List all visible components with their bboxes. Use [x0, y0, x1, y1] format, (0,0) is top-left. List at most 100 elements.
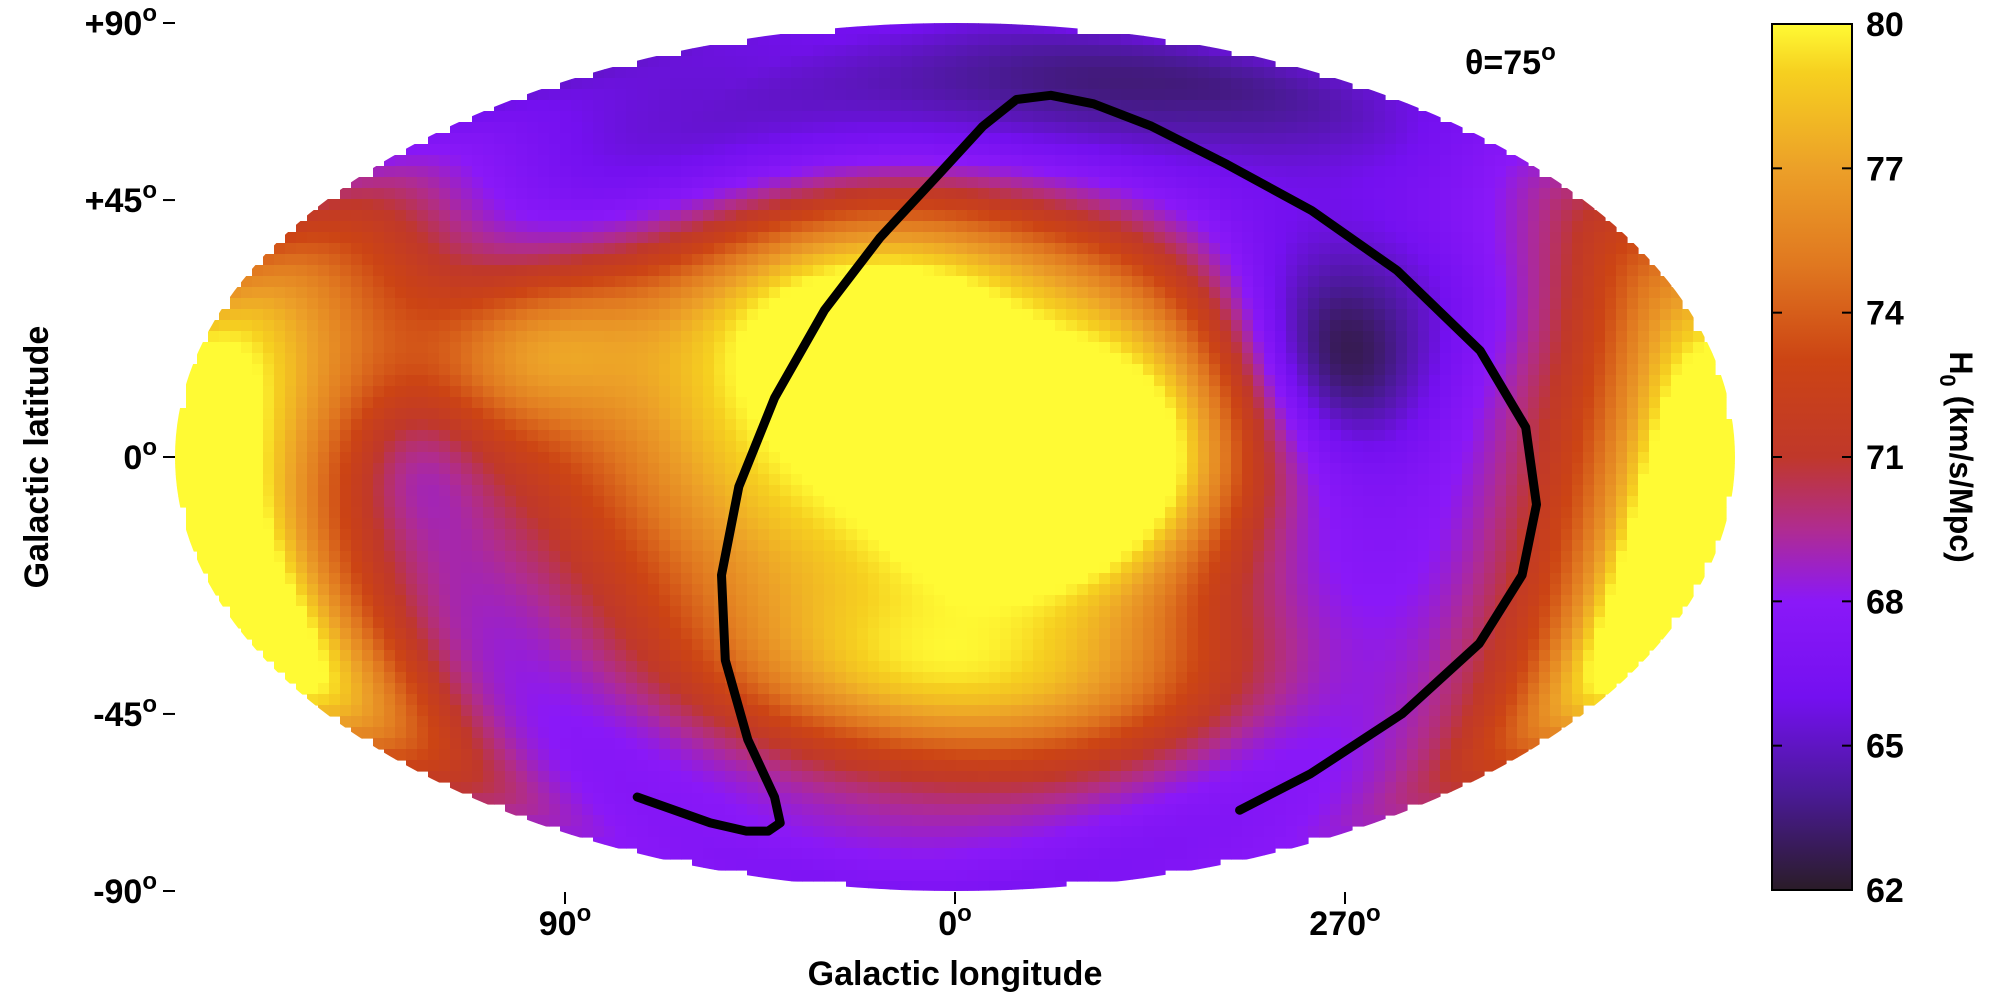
heatmap-cell: [1286, 210, 1298, 222]
heatmap-cell: [1682, 408, 1694, 420]
heatmap-cell: [1099, 243, 1111, 255]
heatmap-cell: [538, 221, 550, 233]
heatmap-cell: [868, 232, 880, 244]
heatmap-cell: [956, 243, 968, 255]
heatmap-cell: [208, 375, 220, 387]
heatmap-cell: [1495, 188, 1507, 200]
heatmap-cell: [1429, 331, 1441, 343]
heatmap-cell: [549, 298, 561, 310]
heatmap-cell: [1033, 111, 1045, 123]
heatmap-cell: [692, 364, 704, 376]
heatmap-cell: [758, 452, 770, 464]
heatmap-cell: [1550, 309, 1562, 321]
heatmap-cell: [659, 397, 671, 409]
heatmap-cell: [967, 430, 979, 442]
heatmap-cell: [1066, 353, 1078, 365]
heatmap-cell: [890, 34, 902, 46]
heatmap-cell: [1440, 144, 1452, 156]
heatmap-cell: [945, 430, 957, 442]
heatmap-cell: [670, 254, 682, 266]
heatmap-cell: [1594, 243, 1606, 255]
heatmap-cell: [549, 221, 561, 233]
heatmap-cell: [593, 177, 605, 189]
heatmap-cell: [934, 155, 946, 167]
heatmap-cell: [1660, 287, 1672, 299]
heatmap-cell: [1462, 463, 1474, 475]
heatmap-cell: [1341, 463, 1353, 475]
heatmap-cell: [791, 320, 803, 332]
heatmap-cell: [1220, 67, 1232, 79]
heatmap-cell: [1495, 463, 1507, 475]
heatmap-cell: [1550, 485, 1562, 497]
heatmap-cell: [1407, 320, 1419, 332]
heatmap-cell: [527, 375, 539, 387]
heatmap-cell: [1517, 276, 1529, 288]
heatmap-cell: [758, 199, 770, 211]
heatmap-cell: [1110, 408, 1122, 420]
heatmap-cell: [1660, 386, 1672, 398]
heatmap-cell: [362, 331, 374, 343]
heatmap-cell: [846, 320, 858, 332]
heatmap-cell: [1099, 331, 1111, 343]
heatmap-cell: [1011, 375, 1023, 387]
heatmap-cell: [769, 133, 781, 145]
heatmap-cell: [1099, 221, 1111, 233]
heatmap-cell: [1242, 122, 1254, 134]
heatmap-cell: [637, 78, 649, 90]
heatmap-cell: [1022, 430, 1034, 442]
heatmap-cell: [1539, 210, 1551, 222]
heatmap-cell: [1088, 463, 1100, 475]
heatmap-cell: [890, 188, 902, 200]
heatmap-cell: [1000, 309, 1012, 321]
heatmap-cell: [1429, 111, 1441, 123]
heatmap-cell: [1044, 408, 1056, 420]
heatmap-cell: [1517, 298, 1529, 310]
heatmap-cell: [1374, 298, 1386, 310]
heatmap-cell: [780, 342, 792, 354]
heatmap-cell: [252, 485, 264, 497]
heatmap-cell: [747, 419, 759, 431]
heatmap-cell: [1088, 375, 1100, 387]
heatmap-cell: [582, 485, 594, 497]
heatmap-cell: [1616, 441, 1628, 453]
heatmap-cell: [329, 331, 341, 343]
heatmap-cell: [1649, 353, 1661, 365]
heatmap-cell: [1396, 386, 1408, 398]
heatmap-cell: [604, 177, 616, 189]
heatmap-cell: [450, 122, 462, 134]
heatmap-cell: [1583, 342, 1595, 354]
heatmap-cell: [604, 309, 616, 321]
heatmap-cell: [406, 177, 418, 189]
heatmap-cell: [989, 78, 1001, 90]
heatmap-cell: [1616, 320, 1628, 332]
heatmap-cell: [571, 441, 583, 453]
heatmap-cell: [560, 397, 572, 409]
heatmap-cell: [1385, 320, 1397, 332]
heatmap-cell: [1308, 89, 1320, 101]
heatmap-cell: [329, 265, 341, 277]
heatmap-cell: [1088, 254, 1100, 266]
heatmap-cell: [483, 188, 495, 200]
heatmap-cell: [1649, 408, 1661, 420]
heatmap-cell: [956, 364, 968, 376]
heatmap-cell: [1275, 276, 1287, 288]
heatmap-cell: [868, 133, 880, 145]
heatmap-cell: [1352, 331, 1364, 343]
heatmap-cell: [472, 320, 484, 332]
heatmap-cell: [626, 111, 638, 123]
heatmap-cell: [274, 496, 286, 508]
heatmap-cell: [1143, 441, 1155, 453]
heatmap-cell: [1561, 397, 1573, 409]
heatmap-cell: [912, 463, 924, 475]
heatmap-cell: [868, 67, 880, 79]
heatmap-cell: [1638, 386, 1650, 398]
heatmap-cell: [835, 254, 847, 266]
heatmap-cell: [1506, 474, 1518, 486]
heatmap-cell: [439, 375, 451, 387]
heatmap-cell: [1484, 320, 1496, 332]
heatmap-cell: [1275, 364, 1287, 376]
heatmap-cell: [1187, 188, 1199, 200]
heatmap-cell: [1187, 155, 1199, 167]
heatmap-cell: [1143, 45, 1155, 57]
heatmap-cell: [1385, 309, 1397, 321]
